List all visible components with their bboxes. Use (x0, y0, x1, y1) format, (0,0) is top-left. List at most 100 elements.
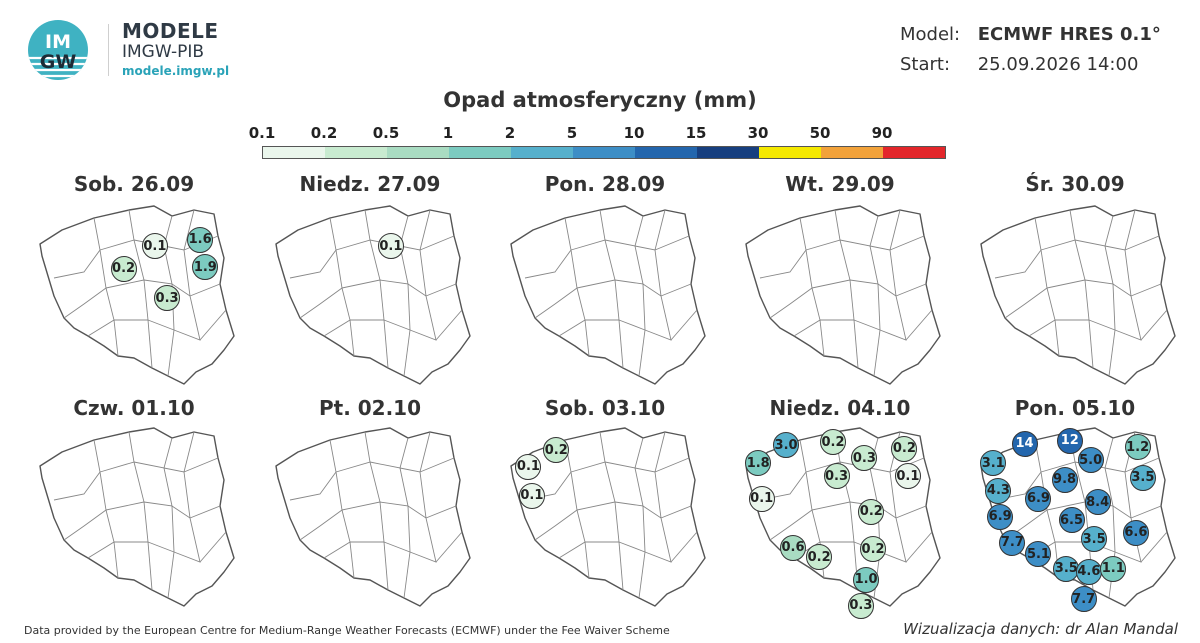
precip-value-marker: 3.5 (1129, 464, 1156, 491)
poland-map: 3.0 0.2 0.2 1.8 0.3 0.1 0.3 0.1 0.2 0.6 0.2 0.2 1.0 0… (740, 422, 941, 619)
map-outline (510, 427, 706, 607)
precip-value-marker: 1.1 (1100, 555, 1127, 582)
poland-map: 0.2 0.1 0.1 (505, 422, 706, 610)
precip-value-marker: 0.2 (860, 536, 887, 563)
model-value: ECMWF HRES 0.1° (977, 24, 1161, 45)
legend-tick-label: 15 (685, 124, 707, 142)
legend-swatch (821, 147, 883, 158)
poland-map: 0.1 1.6 0.2 1.9 0.3 (34, 200, 235, 388)
precip-value-marker: 1.6 (187, 226, 214, 253)
precip-value-marker: 3.5 (1081, 526, 1108, 553)
precip-value-marker: 14 (1011, 430, 1038, 457)
map-outline (980, 205, 1176, 385)
precip-value-marker: 1.9 (192, 254, 219, 281)
day-title: Pon. 05.10 (1014, 396, 1136, 420)
poland-map (975, 200, 1176, 388)
model-label: Model: (900, 24, 961, 45)
brand-block: MODELE IMGW-PIB modele.imgw.pl (122, 20, 229, 79)
precip-value-marker: 0.3 (154, 285, 181, 311)
precip-value-marker: 0.2 (110, 255, 137, 282)
precip-value-marker: 7.7 (1070, 586, 1097, 613)
legend-swatch (573, 147, 635, 158)
legend-swatch (449, 147, 511, 158)
poland-map (740, 200, 941, 388)
precip-value-marker: 0.3 (847, 592, 874, 619)
day-title: Czw. 01.10 (73, 396, 195, 420)
model-info: Model: ECMWF HRES 0.1° Start: 25.09.2026… (900, 22, 1161, 82)
day-title: Niedz. 04.10 (769, 396, 911, 420)
precip-value-marker: 0.3 (851, 445, 878, 472)
day-title: Śr. 30.09 (1025, 172, 1125, 196)
legend-swatch (511, 147, 573, 158)
precip-value-marker: 6.9 (1025, 485, 1052, 512)
precip-value-marker: 0.1 (141, 233, 168, 260)
legend-swatch (263, 147, 325, 158)
map-outline (39, 427, 235, 607)
legend-tick-label: 30 (747, 124, 769, 142)
legend-swatch (325, 147, 387, 158)
precip-value-marker: 1.2 (1124, 434, 1151, 461)
legend-tick-label: 0.1 (248, 124, 276, 142)
brand-subtitle: IMGW-PIB (122, 42, 205, 62)
poland-map (270, 422, 471, 610)
map-outline (510, 205, 706, 385)
legend-tick-label: 10 (623, 124, 645, 142)
precip-value-marker: 0.2 (858, 498, 885, 525)
legend-tick-label: 90 (871, 124, 893, 142)
precip-value-marker: 0.2 (891, 435, 918, 462)
precip-value-marker: 0.1 (377, 233, 404, 260)
map-outline (275, 205, 471, 385)
imgw-logo: IM GW (24, 18, 96, 82)
precip-value-marker: 0.2 (820, 429, 847, 456)
precip-value-marker: 1.8 (745, 450, 772, 477)
precip-value-marker: 0.1 (894, 463, 921, 490)
legend-tick-label: 50 (809, 124, 831, 142)
brand-title: MODELE (122, 19, 219, 43)
day-title: Niedz. 27.09 (299, 172, 441, 196)
legend-tick-label: 0.5 (372, 124, 400, 142)
legend-tick-labels: 0.1 0.2 0.5 1 2 5 10 15 30 50 90 (0, 124, 1200, 144)
brand-url[interactable]: modele.imgw.pl (122, 64, 230, 78)
precip-value-marker: 0.1 (515, 453, 542, 480)
day-title: Pt. 02.10 (318, 396, 422, 420)
precip-value-marker: 1.0 (853, 566, 880, 593)
legend-title: Opad atmosferyczny (mm) (443, 88, 757, 112)
day-title: Pon. 28.09 (544, 172, 666, 196)
legend-tick-label: 5 (566, 124, 578, 142)
poland-map: 0.1 (270, 200, 471, 388)
day-title: Sob. 03.10 (544, 396, 666, 420)
legend-swatch (635, 147, 697, 158)
day-title: Wt. 29.09 (785, 172, 895, 196)
poland-map (505, 200, 706, 388)
precip-value-marker: 6.5 (1058, 507, 1085, 533)
legend-swatch (387, 147, 449, 158)
precip-value-marker: 3.5 (1053, 555, 1080, 582)
precip-value-marker: 0.2 (806, 544, 833, 571)
precip-value-marker: 7.7 (999, 529, 1026, 556)
data-source-note: Data provided by the European Centre for… (24, 624, 670, 637)
legend-swatch (883, 147, 945, 158)
map-outline (745, 205, 941, 385)
precip-value-marker: 9.8 (1051, 466, 1078, 493)
poland-map (34, 422, 235, 610)
start-label: Start: (900, 54, 951, 75)
legend-tick-label: 2 (504, 124, 516, 142)
legend-tick-label: 1 (442, 124, 454, 142)
precip-value-marker: 4.6 (1075, 558, 1102, 585)
legend-swatch (759, 147, 821, 158)
legend-color-bar (262, 146, 946, 159)
day-title: Sob. 26.09 (73, 172, 195, 196)
precip-value-marker: 0.6 (780, 534, 807, 561)
precip-value-marker: 5.1 (1025, 541, 1052, 568)
precip-value-marker: 0.1 (518, 482, 545, 509)
start-value: 25.09.2026 14:00 (977, 54, 1139, 75)
visualization-credit: Wizualizacja danych: dr Alan Mandal (903, 620, 1178, 638)
precip-value-marker: 3.1 (980, 450, 1007, 477)
logo-text-top: IM (45, 31, 71, 53)
precip-value-marker: 6.6 (1122, 519, 1149, 546)
legend-swatch (697, 147, 759, 158)
legend-tick-label: 0.2 (310, 124, 338, 142)
logo-text-bottom: GW (40, 51, 77, 73)
logo-divider (108, 24, 109, 76)
poland-map: 14 12 1.2 3.1 5.0 3.5 4.3 9.8 6.9 8.4 6.9 6.5 6.6 7.7… (975, 422, 1176, 613)
